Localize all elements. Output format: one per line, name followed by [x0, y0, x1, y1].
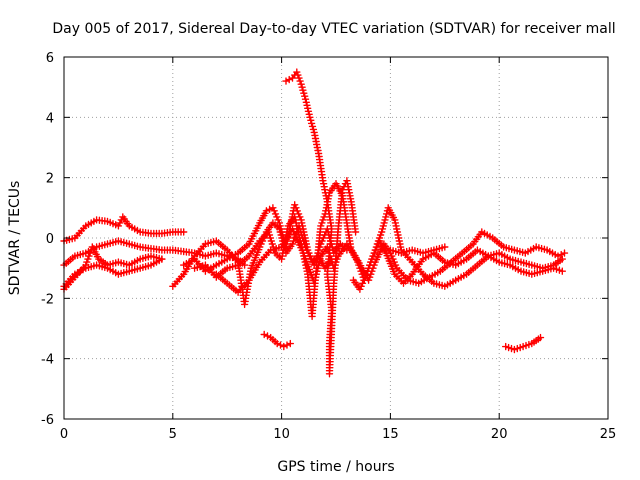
y-axis-label: SDTVAR / TECUs	[7, 181, 23, 296]
y-tick-label: -4	[41, 353, 54, 368]
y-tick-label: -2	[41, 292, 54, 307]
y-tick-label: 2	[46, 172, 54, 187]
series-markers	[502, 333, 545, 354]
x-tick-label: 25	[600, 427, 617, 442]
x-tick-label: 10	[273, 427, 290, 442]
series-track-k	[386, 243, 449, 257]
data-series	[60, 68, 569, 378]
series-track-m	[502, 333, 545, 354]
x-tick-label: 15	[382, 427, 399, 442]
series-track-i	[282, 68, 360, 378]
y-tick-label: 4	[46, 111, 54, 126]
series-track-l	[260, 330, 294, 351]
x-tick-label: 20	[491, 427, 508, 442]
series-markers	[260, 330, 294, 351]
series-markers	[349, 237, 566, 293]
chart-title: Day 005 of 2017, Sidereal Day-to-day VTE…	[52, 21, 615, 37]
y-tick-label: 6	[46, 51, 54, 66]
axis-ticks: 0 5 10 15 20 25 -6 -4 -2 0 2 4 6	[41, 51, 616, 442]
series-markers	[386, 243, 449, 257]
y-tick-label: 0	[46, 232, 54, 247]
x-tick-label: 0	[60, 427, 68, 442]
series-markers	[282, 68, 360, 378]
y-tick-label: -6	[41, 413, 54, 428]
series-track-j	[349, 237, 566, 293]
x-axis-label: GPS time / hours	[277, 459, 394, 475]
x-tick-label: 5	[169, 427, 177, 442]
